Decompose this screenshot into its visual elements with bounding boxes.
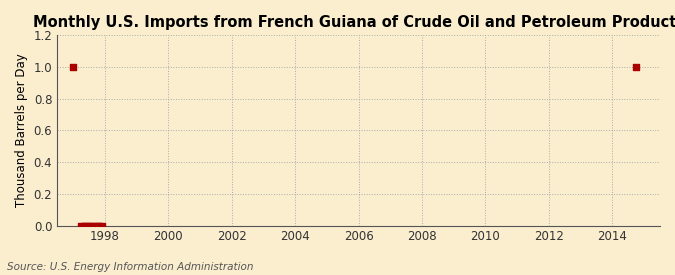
Point [76,224,86,228]
Point [91,224,102,228]
Point [94,224,105,228]
Point [631,65,642,69]
Y-axis label: Thousand Barrels per Day: Thousand Barrels per Day [15,54,28,207]
Text: Source: U.S. Energy Information Administration: Source: U.S. Energy Information Administ… [7,262,253,272]
Point [68,65,78,69]
Point [78,224,89,228]
Point [84,224,95,228]
Point [81,224,92,228]
Title: Monthly U.S. Imports from French Guiana of Crude Oil and Petroleum Products: Monthly U.S. Imports from French Guiana … [32,15,675,30]
Point [97,224,107,228]
Point [89,224,100,228]
Point [86,224,97,228]
